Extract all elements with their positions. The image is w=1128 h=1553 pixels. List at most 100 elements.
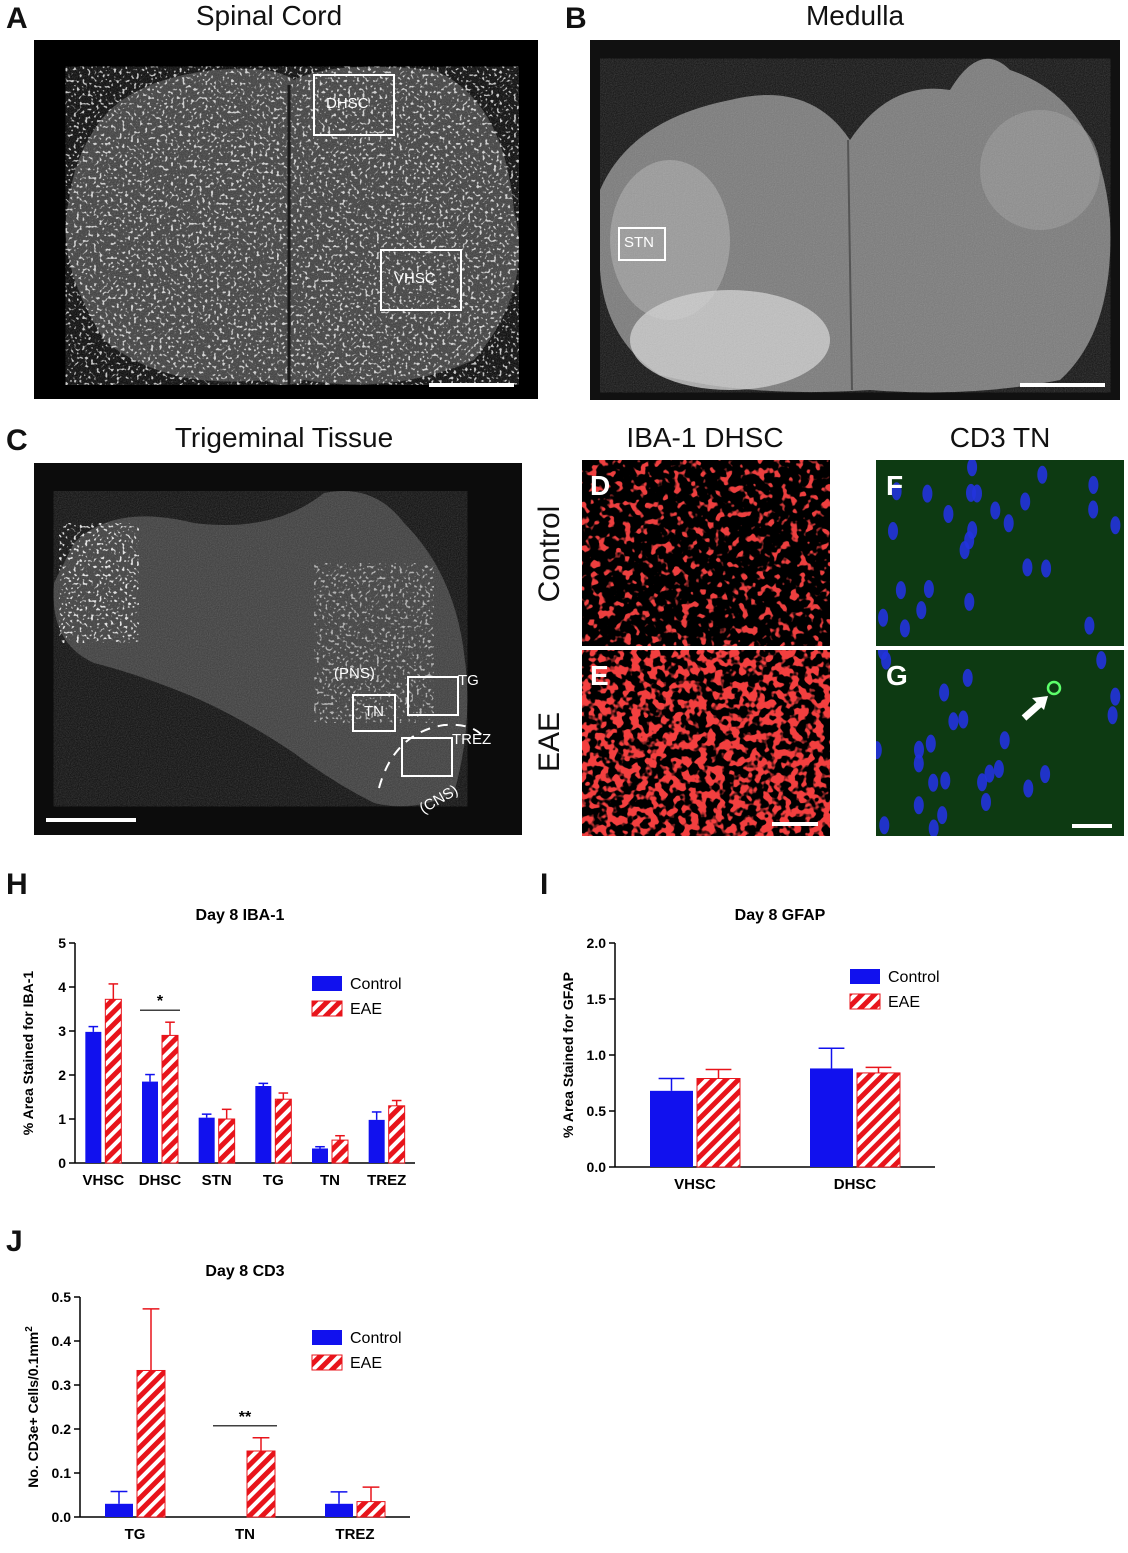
y-axis-label: % Area Stained for IBA-1: [20, 971, 36, 1136]
y-axis-label: % Area Stained for GFAP: [560, 972, 576, 1138]
bar-control: [368, 1119, 385, 1163]
y-tick-label: 5: [58, 935, 66, 951]
nucleus: [925, 734, 936, 753]
panel-fg-title: CD3 TN: [949, 422, 1051, 453]
bar-eae: [696, 1078, 741, 1168]
iba1-control-image: [582, 460, 830, 646]
bar-eae: [218, 1118, 236, 1164]
nucleus: [1107, 706, 1118, 725]
chart-title: Day 8 IBA-1: [196, 907, 285, 924]
nucleus: [879, 816, 890, 835]
scale-bar-e: [772, 822, 818, 826]
x-tick-label: VHSC: [674, 1176, 716, 1193]
scale-bar-g: [1072, 824, 1112, 828]
bar-control: [810, 1068, 853, 1167]
y-tick-label: 0.2: [52, 1421, 72, 1437]
scale-bar-c: [46, 818, 136, 822]
panel-c-letter: C: [6, 424, 28, 457]
scale-bar-a: [429, 383, 514, 387]
scale-bar-b: [1020, 383, 1105, 387]
bar-control: [325, 1503, 353, 1517]
x-tick-label: TG: [263, 1172, 284, 1189]
legend-swatch-control: [850, 969, 880, 984]
nucleus: [1110, 687, 1121, 706]
bar-eae: [856, 1072, 901, 1168]
y-tick-label: 1.0: [587, 1047, 607, 1063]
nucleus: [990, 501, 1001, 520]
iba1-control-micrograph: D: [582, 460, 830, 646]
x-tick-label: TN: [235, 1526, 255, 1543]
nucleus: [943, 505, 954, 523]
row-label-eae: EAE: [533, 711, 566, 773]
x-tick-label: DHSC: [139, 1172, 182, 1189]
nucleus: [999, 731, 1010, 750]
nucleus: [1040, 765, 1051, 784]
y-tick-label: 0: [58, 1155, 66, 1171]
significance-mark: **: [239, 1409, 252, 1426]
panel-j-letter: J: [6, 1225, 23, 1258]
nucleus: [922, 484, 933, 503]
nucleus: [967, 521, 978, 540]
chart-j-cd3: Day 8 CD3 0.0 0.1 0.2 0.3 0.4 0.5 No. CD3e+ Cel…: [24, 1263, 410, 1543]
y-axis-label-sup: 2: [24, 1326, 35, 1332]
vhsc-box: [380, 249, 462, 311]
tg-box: [407, 676, 459, 716]
tg-box-label: TG: [458, 672, 479, 689]
bar-control: [312, 1148, 328, 1163]
trez-box: [401, 737, 453, 777]
chart-i-gfap: Day 8 GFAP 0.0 0.5 1.0 1.5 2.0 % Area Stained …: [560, 907, 940, 1193]
nucleus: [964, 592, 975, 611]
y-tick-label: 0.5: [587, 1103, 607, 1119]
panel-b-letter: B: [565, 2, 587, 35]
tn-box: [352, 694, 396, 732]
y-tick-label: 0.5: [52, 1289, 72, 1305]
panel-e-letter: E: [590, 660, 609, 691]
bar-eae: [246, 1450, 276, 1518]
nucleus: [948, 712, 959, 731]
panel-g-letter: G: [886, 660, 908, 691]
bar-eae: [274, 1098, 292, 1164]
nucleus: [913, 754, 924, 773]
nucleus: [876, 741, 882, 760]
trez-box-label: TREZ: [452, 731, 492, 748]
nucleus: [1110, 516, 1121, 535]
nucleus: [916, 601, 927, 620]
bar-control: [255, 1086, 272, 1163]
legend-label-eae: EAE: [350, 1355, 382, 1372]
nucleus: [984, 764, 995, 783]
bar-eae: [388, 1105, 406, 1164]
y-tick-label: 0.3: [52, 1377, 72, 1393]
nucleus: [939, 683, 950, 702]
bar-eae: [161, 1034, 179, 1164]
nucleus: [1088, 500, 1099, 519]
panel-f-letter: F: [886, 470, 904, 501]
legend-swatch-eae: [311, 1000, 343, 1017]
panel-a-title: Spinal Cord: [195, 0, 343, 31]
x-tick-label: TREZ: [335, 1526, 374, 1543]
x-tick-label: VHSC: [82, 1172, 124, 1189]
bar-control: [650, 1090, 693, 1167]
iba1-eae-image: [582, 650, 830, 836]
y-tick-label: 1: [58, 1111, 66, 1127]
nucleus: [977, 773, 988, 792]
y-tick-label: 2.0: [587, 935, 607, 951]
nucleus: [993, 760, 1004, 778]
nucleus: [1022, 558, 1033, 577]
panel-d-letter: D: [590, 470, 611, 501]
nucleus: [914, 740, 924, 759]
nucleus: [962, 668, 973, 687]
x-tick-label: TG: [125, 1526, 146, 1543]
bar-control: [105, 1503, 133, 1517]
nucleus: [891, 482, 902, 501]
y-tick-label: 0.1: [52, 1465, 72, 1481]
bar-control: [85, 1031, 102, 1163]
nucleus: [972, 484, 982, 503]
legend-swatch-eae: [849, 993, 881, 1010]
legend-label-control: Control: [350, 976, 402, 993]
significance-mark: *: [157, 993, 164, 1010]
panel-i-letter: I: [540, 868, 549, 901]
x-tick-label: TREZ: [367, 1172, 406, 1189]
nucleus: [937, 806, 948, 825]
panel-b-title: Medulla: [805, 0, 905, 31]
nucleus: [913, 796, 924, 815]
